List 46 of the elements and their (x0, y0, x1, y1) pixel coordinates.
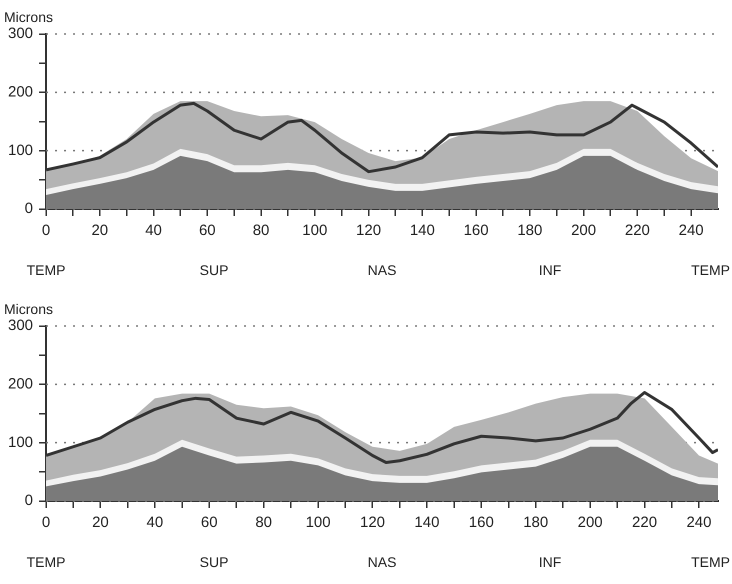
x-tick-label: 80 (252, 222, 270, 240)
y-tick-label: 300 (8, 25, 34, 42)
y-tick-label: 100 (8, 434, 34, 451)
text: TEMP (691, 262, 730, 278)
y-tick-label: 200 (8, 83, 34, 100)
x-tick-label: 160 (468, 514, 494, 532)
y-tick-label: 0 (24, 200, 34, 218)
x-tick-label: 80 (255, 514, 272, 532)
x-tick-label: 60 (198, 222, 216, 240)
y-tick-label: 100 (8, 142, 34, 159)
text: SUP (200, 554, 228, 570)
x-tick-label: 220 (624, 222, 650, 240)
text: SUP (200, 262, 228, 278)
text: INF (538, 262, 562, 278)
x-tick-label: 240 (686, 514, 712, 532)
text: NAS (368, 262, 396, 278)
x-tick-label: 140 (410, 222, 435, 240)
x-tick-label: 220 (632, 514, 658, 532)
text: TEMP (26, 262, 66, 278)
x-tick-label: 140 (414, 514, 440, 532)
y-tick-label: 300 (8, 317, 34, 334)
y-axis-title: Microns (4, 301, 54, 317)
text: NAS (368, 554, 396, 570)
x-tick-label: 20 (92, 514, 109, 532)
x-tick-label: 40 (145, 222, 162, 240)
y-axis-title: Microns (4, 9, 54, 25)
x-tick-label: 100 (302, 222, 328, 240)
x-tick-label: 180 (523, 514, 548, 532)
x-tick-label: 60 (200, 514, 218, 532)
x-tick-label: 0 (42, 514, 50, 532)
x-tick-label: 240 (678, 222, 704, 240)
x-tick-label: 160 (464, 222, 489, 240)
x-tick-label: 120 (360, 514, 386, 532)
y-tick-label: 0 (24, 492, 34, 510)
x-tick-label: 40 (146, 514, 164, 532)
x-tick-label: 0 (42, 222, 50, 240)
x-tick-label: 100 (306, 514, 331, 532)
y-tick-label: 200 (8, 375, 34, 392)
x-tick-label: 180 (517, 222, 542, 240)
x-tick-label: 120 (356, 222, 382, 240)
text: INF (538, 554, 562, 570)
x-tick-label: 20 (91, 222, 108, 240)
x-tick-label: 200 (578, 514, 603, 532)
text: TEMP (691, 554, 730, 570)
text: TEMP (26, 554, 66, 570)
x-tick-label: 200 (571, 222, 596, 240)
